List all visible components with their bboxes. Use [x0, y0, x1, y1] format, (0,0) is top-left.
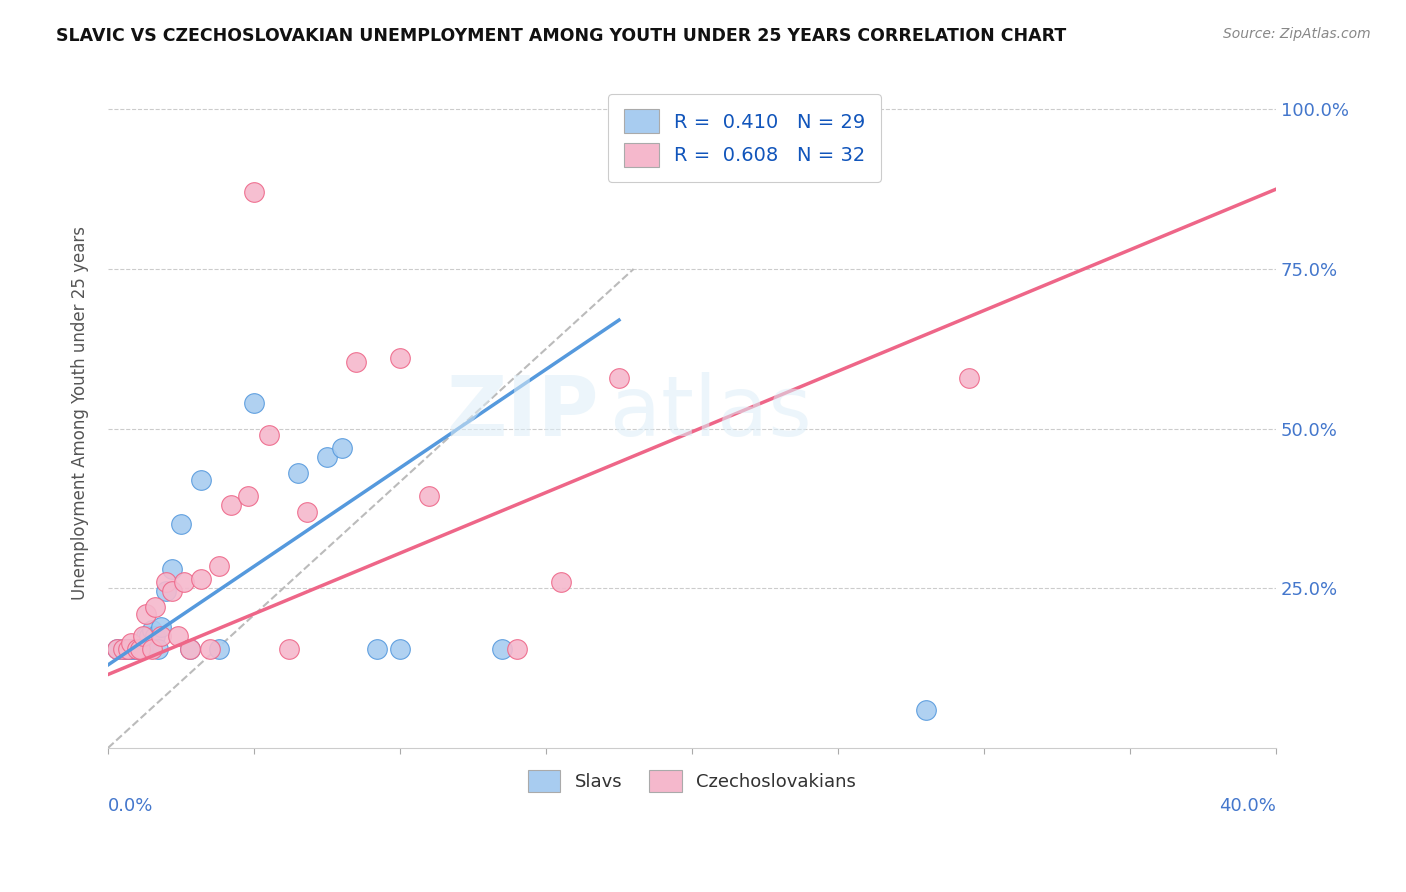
Point: [114, 642, 136, 657]
Text: Source: ZipAtlas.com: Source: ZipAtlas.com: [1223, 27, 1371, 41]
Point: [914, 703, 936, 717]
Point: [143, 600, 166, 615]
Point: [243, 186, 266, 200]
Point: [135, 607, 157, 621]
Text: ZIP: ZIP: [446, 372, 599, 453]
Point: [316, 450, 339, 465]
Point: [344, 354, 367, 368]
Point: [330, 441, 353, 455]
Point: [491, 642, 513, 657]
Point: [388, 351, 411, 366]
Point: [120, 635, 142, 649]
Point: [167, 629, 190, 643]
Point: [138, 629, 160, 643]
Point: [190, 572, 212, 586]
Point: [127, 642, 149, 657]
Point: [219, 498, 242, 512]
Point: [236, 489, 259, 503]
Point: [120, 642, 142, 657]
Point: [287, 467, 309, 481]
Text: 0.0%: 0.0%: [108, 797, 153, 814]
Point: [111, 642, 134, 657]
Point: [117, 642, 139, 657]
Point: [149, 629, 172, 643]
Point: [388, 642, 411, 657]
Point: [132, 629, 155, 643]
Point: [160, 584, 183, 599]
Point: [208, 558, 231, 573]
Point: [143, 629, 166, 643]
Point: [135, 629, 157, 643]
Text: SLAVIC VS CZECHOSLOVAKIAN UNEMPLOYMENT AMONG YOUTH UNDER 25 YEARS CORRELATION CH: SLAVIC VS CZECHOSLOVAKIAN UNEMPLOYMENT A…: [56, 27, 1067, 45]
Point: [550, 574, 572, 589]
Point: [132, 642, 155, 657]
Text: atlas: atlas: [610, 372, 813, 453]
Point: [295, 505, 318, 519]
Point: [179, 642, 201, 657]
Point: [278, 642, 301, 657]
Point: [243, 396, 266, 410]
Point: [146, 642, 169, 657]
Point: [607, 370, 630, 384]
Point: [155, 584, 177, 599]
Point: [129, 642, 152, 657]
Point: [105, 642, 128, 657]
Legend: Slavs, Czechoslovakians: Slavs, Czechoslovakians: [520, 763, 863, 799]
Y-axis label: Unemployment Among Youth under 25 years: Unemployment Among Youth under 25 years: [72, 226, 89, 599]
Point: [418, 489, 440, 503]
Point: [149, 619, 172, 633]
Point: [208, 642, 231, 657]
Point: [190, 473, 212, 487]
Point: [155, 574, 177, 589]
Point: [129, 642, 152, 657]
Point: [506, 642, 529, 657]
Point: [170, 517, 193, 532]
Text: 40.0%: 40.0%: [1219, 797, 1277, 814]
Point: [198, 642, 221, 657]
Point: [173, 574, 195, 589]
Point: [117, 642, 139, 657]
Point: [141, 642, 163, 657]
Point: [160, 562, 183, 576]
Point: [257, 428, 280, 442]
Point: [957, 370, 980, 384]
Point: [366, 642, 388, 657]
Point: [122, 642, 145, 657]
Point: [179, 642, 201, 657]
Point: [127, 642, 149, 657]
Point: [141, 623, 163, 637]
Point: [105, 642, 128, 657]
Point: [111, 642, 134, 657]
